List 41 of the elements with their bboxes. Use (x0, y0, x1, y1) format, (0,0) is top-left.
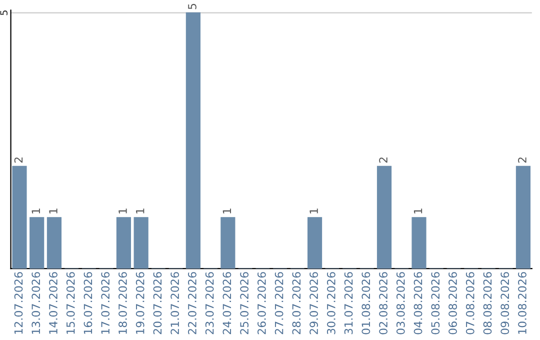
x-tick-label: 19.07.2026 (136, 272, 144, 334)
x-tick-label: 03.08.2026 (396, 272, 405, 334)
x-tick-label: 09.08.2026 (500, 272, 510, 334)
x-tick-label: 28.07.2026 (292, 272, 301, 334)
x-tick-label: 13.07.2026 (32, 272, 40, 334)
x-tick-label: 24.07.2026 (222, 272, 232, 334)
x-tick-label: 26.07.2026 (257, 272, 266, 334)
data-label: 5 (188, 4, 196, 10)
x-tick-label: 30.07.2026 (326, 272, 336, 334)
x-tick-label: 14.07.2026 (49, 272, 58, 334)
data-label: 2 (518, 158, 526, 163)
x-tick-label: 21.07.2026 (170, 272, 180, 334)
data-label: 2 (379, 158, 388, 163)
data-label: 1 (49, 208, 58, 214)
x-tick-label: 12.07.2026 (14, 272, 23, 334)
x-tick-label: 06.08.2026 (448, 272, 457, 334)
x-tick-label: 22.07.2026 (188, 272, 196, 334)
x-tick-label: 23.07.2026 (205, 272, 214, 334)
x-tick-label: 27.07.2026 (274, 272, 284, 334)
x-tick-label: 17.07.2026 (101, 272, 110, 334)
data-label: 1 (136, 208, 144, 214)
x-tick-label: 04.08.2026 (414, 272, 422, 334)
x-tick-label: 08.08.2026 (483, 272, 492, 334)
data-label: 1 (414, 208, 422, 214)
data-label: 1 (310, 208, 318, 214)
data-label: 1 (222, 208, 231, 214)
x-tick-label: 20.07.2026 (153, 272, 162, 334)
x-tick-label: 16.07.2026 (84, 272, 92, 334)
data-label: 1 (118, 208, 127, 214)
x-tick-label: 10.08.2026 (518, 272, 526, 334)
x-tick-label: 15.07.2026 (66, 272, 75, 334)
x-tick-label: 01.08.2026 (362, 272, 370, 334)
data-label: 1 (32, 208, 40, 214)
x-tick-label: 18.07.2026 (118, 272, 127, 334)
data-label: 2 (14, 158, 23, 163)
x-tick-label: 25.07.2026 (240, 272, 249, 334)
x-tick-label: 07.08.2026 (466, 272, 474, 334)
x-tick-label: 02.08.2026 (379, 272, 388, 334)
x-tick-label: 05.08.2026 (431, 272, 440, 334)
x-tick-label: 31.07.2026 (344, 272, 353, 334)
x-tick-label: 29.07.2026 (310, 272, 318, 334)
